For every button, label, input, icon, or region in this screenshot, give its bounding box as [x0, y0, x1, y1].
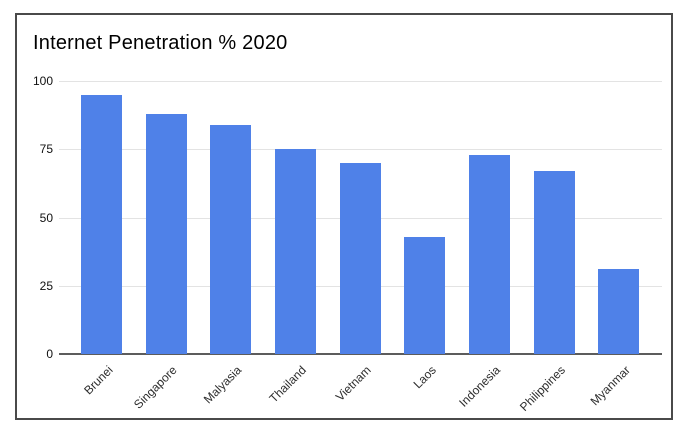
bar-philippines	[534, 171, 575, 354]
x-category-label-laos: Laos	[410, 363, 439, 392]
y-tick-label-25: 25	[39, 278, 53, 293]
x-category-label-myanmar: Myanmar	[587, 363, 633, 409]
bar-myanmar	[598, 269, 639, 354]
chart-title: Internet Penetration % 2020	[33, 32, 288, 54]
y-tick-label-75: 75	[39, 142, 53, 157]
bar-laos	[404, 237, 445, 354]
bar-vietnam	[340, 163, 381, 354]
bar-brunei	[81, 95, 122, 354]
x-category-label-brunei: Brunei	[80, 363, 116, 398]
bar-malyasia	[210, 125, 251, 354]
chart-card: Internet Penetration % 2020 0 25 50 75 100 Br…	[15, 13, 673, 420]
x-category-label-singapore: Singapore	[131, 363, 180, 412]
y-tick-label-100: 100	[32, 74, 53, 88]
x-category-label-indonesia: Indonesia	[456, 363, 504, 410]
x-category-label-philippines: Philippines	[516, 363, 568, 414]
bar-thailand	[275, 149, 316, 354]
bar-singapore	[146, 114, 187, 354]
bar-indonesia	[469, 155, 510, 354]
y-tick-label-50: 50	[39, 210, 53, 225]
x-category-label-vietnam: Vietnam	[333, 363, 374, 404]
gridline-100	[59, 81, 662, 82]
x-category-label-malyasia: Malyasia	[201, 363, 245, 407]
gridline-75	[59, 149, 662, 151]
x-category-label-thailand: Thailand	[266, 363, 310, 406]
x-axis-baseline	[59, 353, 662, 355]
y-tick-label-0: 0	[46, 347, 53, 361]
